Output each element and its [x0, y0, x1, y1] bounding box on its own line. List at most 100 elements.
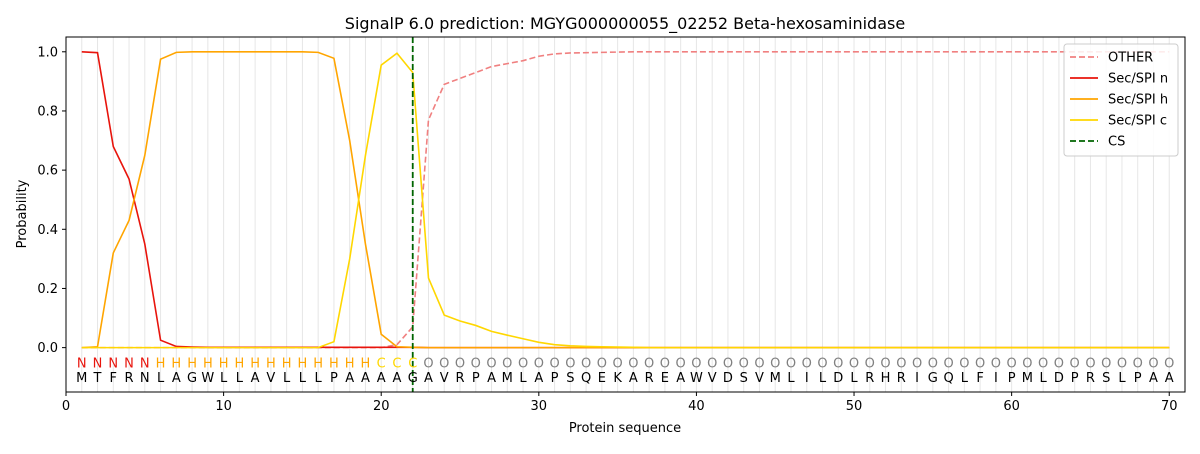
- grid-layer: [81, 37, 1170, 392]
- region-label-18: H: [345, 356, 355, 371]
- residue-62: L: [1040, 371, 1048, 386]
- region-label-19: H: [361, 356, 371, 371]
- residue-34: E: [598, 371, 606, 386]
- legend-label-4: CS: [1108, 135, 1125, 150]
- region-label-64: O: [1070, 356, 1080, 371]
- region-label-69: O: [1148, 356, 1158, 371]
- y-tick-label-1: 0.2: [37, 282, 58, 297]
- residue-3: F: [110, 371, 117, 386]
- x-tick-label-2: 20: [373, 399, 390, 414]
- residue-16: L: [315, 371, 323, 386]
- region-label-43: O: [739, 356, 749, 371]
- residue-58: F: [976, 371, 983, 386]
- y-tick-label-2: 0.4: [37, 223, 58, 238]
- residue-49: D: [833, 371, 843, 386]
- region-label-24: O: [439, 356, 449, 371]
- region-label-5: N: [140, 356, 150, 371]
- region-label-10: H: [219, 356, 229, 371]
- region-label-66: O: [1101, 356, 1111, 371]
- region-label-33: O: [581, 356, 591, 371]
- region-label-40: O: [691, 356, 701, 371]
- region-label-52: O: [880, 356, 890, 371]
- region-label-21: C: [392, 356, 401, 371]
- region-label-50: O: [849, 356, 859, 371]
- residue-10: L: [220, 371, 228, 386]
- region-label-44: O: [754, 356, 764, 371]
- region-label-49: O: [833, 356, 843, 371]
- chart-title: SignalP 6.0 prediction: MGYG000000055_02…: [345, 14, 905, 34]
- region-label-67: O: [1117, 356, 1127, 371]
- residue-37: R: [645, 371, 654, 386]
- axis-layer: 0 10 20 30 40 50 60 70 0.0 0.2 0.4 0.6 0.8 1.0: [37, 45, 1177, 414]
- region-label-14: H: [282, 356, 292, 371]
- residue-47: I: [805, 371, 809, 386]
- region-label-59: O: [991, 356, 1001, 371]
- residue-28: M: [502, 371, 513, 386]
- region-label-47: O: [802, 356, 812, 371]
- region-label-8: H: [187, 356, 197, 371]
- x-tick-label-0: 0: [62, 399, 70, 414]
- residue-65: R: [1086, 371, 1095, 386]
- region-label-16: H: [313, 356, 323, 371]
- series-line-3: [81, 52, 1170, 349]
- region-label-51: O: [865, 356, 875, 371]
- region-label-22: C: [408, 356, 417, 371]
- residue-69: A: [1149, 371, 1158, 386]
- residue-54: I: [915, 371, 919, 386]
- residue-6: L: [157, 371, 165, 386]
- legend-box: [1063, 43, 1179, 157]
- residue-8: G: [187, 371, 197, 386]
- region-label-4: N: [124, 356, 134, 371]
- region-label-26: O: [471, 356, 481, 371]
- series-line-2: [81, 50, 1170, 349]
- residue-70: A: [1165, 371, 1174, 386]
- region-label-2: N: [93, 356, 103, 371]
- series-layer: [81, 37, 1170, 392]
- region-label-3: N: [108, 356, 118, 371]
- region-label-46: O: [786, 356, 796, 371]
- region-label-11: H: [234, 356, 244, 371]
- x-tick-label-6: 60: [1003, 399, 1020, 414]
- residue-60: P: [1008, 371, 1016, 386]
- region-label-20: C: [377, 356, 386, 371]
- region-label-34: O: [597, 356, 607, 371]
- residue-51: R: [865, 371, 874, 386]
- residue-7: A: [172, 371, 181, 386]
- region-label-23: O: [423, 356, 433, 371]
- y-tick-label-0: 0.0: [37, 341, 58, 356]
- residue-14: L: [283, 371, 291, 386]
- region-label-32: O: [565, 356, 575, 371]
- residue-64: P: [1071, 371, 1079, 386]
- region-label-38: O: [660, 356, 670, 371]
- region-label-35: O: [613, 356, 623, 371]
- region-label-70: O: [1164, 356, 1174, 371]
- residue-63: D: [1054, 371, 1064, 386]
- residue-17: P: [330, 371, 338, 386]
- region-label-27: O: [486, 356, 496, 371]
- residue-50: L: [850, 371, 858, 386]
- region-label-12: H: [250, 356, 260, 371]
- x-tick-label-3: 30: [531, 399, 548, 414]
- residue-38: E: [661, 371, 669, 386]
- x-tick-label-7: 70: [1161, 399, 1178, 414]
- region-label-62: O: [1038, 356, 1048, 371]
- residue-20: A: [377, 371, 386, 386]
- residue-43: S: [740, 371, 748, 386]
- region-label-17: H: [329, 356, 339, 371]
- residue-15: L: [299, 371, 307, 386]
- region-label-42: O: [723, 356, 733, 371]
- x-tick-label-1: 10: [215, 399, 232, 414]
- residue-4: R: [125, 371, 134, 386]
- residue-11: L: [236, 371, 244, 386]
- residue-56: Q: [943, 371, 953, 386]
- residue-67: L: [1118, 371, 1126, 386]
- residue-59: I: [994, 371, 998, 386]
- region-label-6: H: [156, 356, 166, 371]
- y-tick-label-5: 1.0: [37, 45, 58, 60]
- residue-33: Q: [581, 371, 591, 386]
- residue-12: A: [251, 371, 260, 386]
- series-line-1: [81, 50, 1170, 349]
- region-label-31: O: [549, 356, 559, 371]
